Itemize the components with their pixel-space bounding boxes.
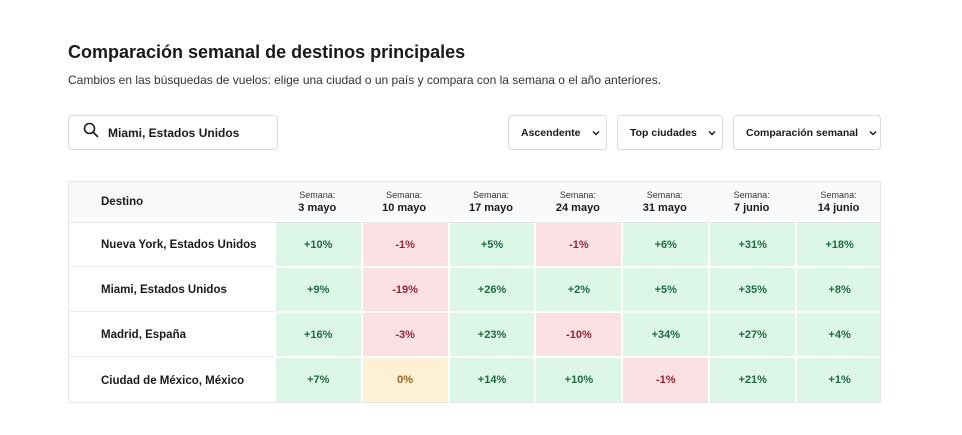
change-cell: -19% [360, 268, 448, 312]
week-label: Semana: [299, 190, 336, 200]
week-label: Semana: [472, 190, 510, 200]
table-row[interactable]: Madrid, España +16% -3% +23% -10% +34% +… [69, 313, 880, 358]
change-cell: +26% [447, 268, 535, 312]
change-cell: +2% [534, 268, 622, 312]
week-date: 24 mayo [555, 202, 600, 214]
change-cell: +14% [447, 358, 535, 402]
week-label: Semana: [559, 190, 596, 200]
change-cell: +16% [273, 313, 361, 357]
change-cell: -10% [534, 313, 622, 357]
destination-column-header: Destino [101, 196, 144, 208]
change-cell: +7% [273, 358, 361, 402]
week-date: 3 mayo [298, 202, 337, 214]
change-cell: +6% [621, 223, 709, 267]
table-row[interactable]: Nueva York, Estados Unidos +10% -1% +5% … [69, 223, 880, 268]
week-date: 7 junio [733, 202, 770, 214]
week-date: 31 mayo [642, 202, 687, 214]
change-cell: -1% [360, 223, 448, 267]
table-header-row: Destino Semana: 3 mayo Semana: 10 mayo Sem… [69, 182, 880, 223]
change-cell: +18% [795, 223, 880, 267]
week-label: Semana: [386, 190, 423, 200]
table-row[interactable]: Miami, Estados Unidos +9% -19% +26% +2% … [69, 268, 880, 313]
week-date: 10 mayo [382, 202, 427, 214]
scope-dropdown-label: Top ciudades [630, 126, 697, 139]
week-column-header: Semana: 17 mayo [448, 182, 535, 222]
change-cell: +31% [708, 223, 796, 267]
week-label: Semana: [646, 190, 683, 200]
comparison-dropdown[interactable]: Comparación semanal [733, 115, 881, 150]
comparison-dropdown-label: Comparación semanal [746, 126, 859, 139]
week-column-header: Semana: 10 mayo [361, 182, 448, 222]
week-column-header: Semana: 3 mayo [274, 182, 361, 222]
sort-dropdown-label: Ascendente [521, 126, 581, 139]
change-cell: +23% [447, 313, 535, 357]
table-row[interactable]: Ciudad de México, México +7% 0% +14% +10… [69, 358, 880, 402]
sort-dropdown[interactable]: Ascendente [508, 115, 607, 150]
change-cell: 0% [360, 358, 448, 402]
change-cell: +8% [795, 268, 880, 312]
destination-cell: Miami, Estados Unidos [69, 268, 274, 312]
change-cell: +5% [621, 268, 709, 312]
week-column-header: Semana: 14 junio [795, 182, 880, 222]
week-column-header: Semana: 31 mayo [621, 182, 708, 222]
week-label: Semana: [820, 190, 857, 200]
change-cell: +10% [534, 358, 622, 402]
change-cell: +1% [795, 358, 880, 402]
search-input[interactable] [108, 125, 258, 140]
change-cell: +34% [621, 313, 709, 357]
week-column-header: Semana: 24 mayo [534, 182, 621, 222]
chevron-down-icon [708, 130, 716, 135]
change-cell: +35% [708, 268, 796, 312]
change-cell: +10% [273, 223, 361, 267]
comparison-table: Destino Semana: 3 mayo Semana: 10 mayo Sem… [68, 181, 881, 403]
search-box[interactable] [68, 115, 278, 150]
week-date: 14 junio [817, 202, 860, 214]
search-icon [83, 122, 99, 143]
scope-dropdown[interactable]: Top ciudades [617, 115, 723, 150]
week-label: Semana: [733, 190, 770, 200]
change-cell: -3% [360, 313, 448, 357]
page-subtitle: Cambios en las búsquedas de vuelos: elig… [68, 73, 662, 87]
change-cell: -1% [621, 358, 709, 402]
week-date: 17 mayo [468, 202, 514, 214]
change-cell: -1% [534, 223, 622, 267]
destination-cell: Madrid, España [69, 313, 274, 357]
change-cell: +9% [273, 268, 361, 312]
change-cell: +21% [708, 358, 796, 402]
chevron-down-icon [592, 130, 600, 135]
change-cell: +27% [708, 313, 796, 357]
destination-cell: Ciudad de México, México [69, 358, 274, 402]
destination-cell: Nueva York, Estados Unidos [69, 223, 274, 267]
change-cell: +5% [447, 223, 535, 267]
change-cell: +4% [795, 313, 880, 357]
chevron-down-icon [869, 130, 877, 135]
page-title: Comparación semanal de destinos principa… [68, 42, 466, 62]
week-column-header: Semana: 7 junio [708, 182, 795, 222]
